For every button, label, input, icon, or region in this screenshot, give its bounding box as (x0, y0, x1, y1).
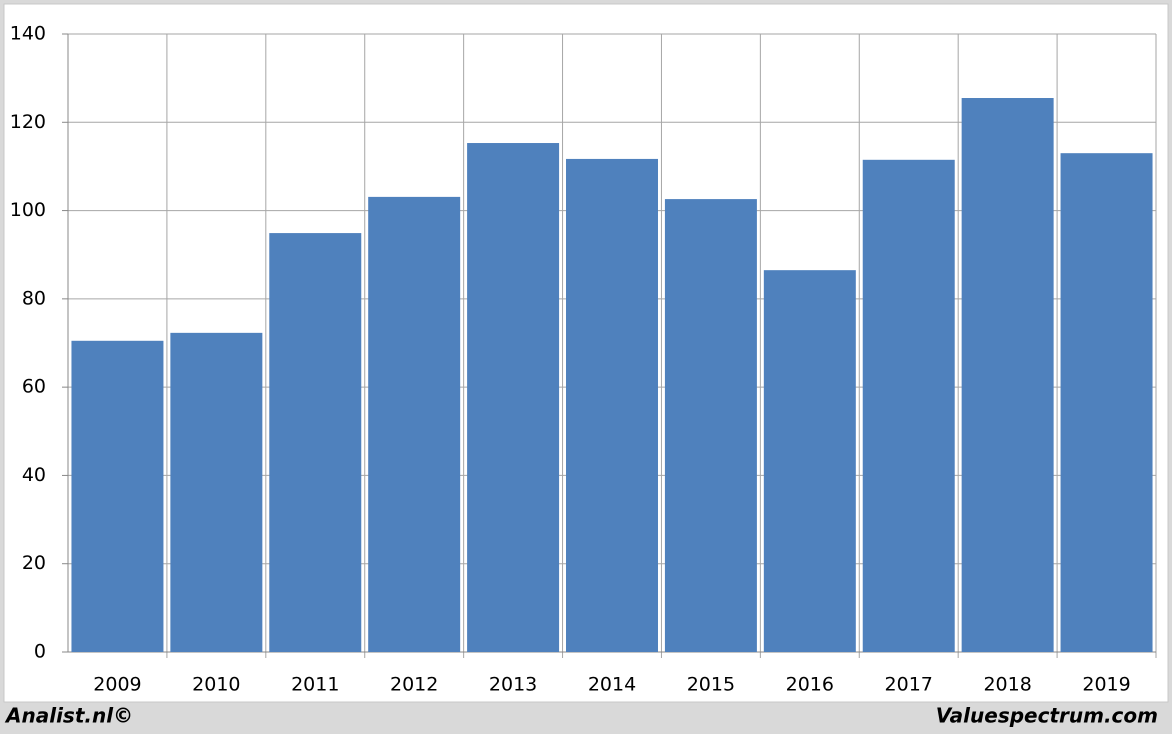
x-tick-label: 2019 (1082, 674, 1130, 696)
bar (467, 143, 560, 653)
x-tick-label: 2015 (687, 674, 735, 696)
bar (961, 98, 1054, 652)
y-tick-label: 140 (10, 23, 46, 45)
y-tick-label: 40 (22, 464, 46, 486)
bar (664, 199, 757, 652)
source-left: Analist.nl© (4, 704, 133, 728)
y-tick-label: 20 (22, 552, 46, 574)
x-tick-label: 2011 (291, 674, 339, 696)
bar (763, 270, 856, 652)
bar (170, 332, 263, 652)
x-tick-label: 2014 (588, 674, 636, 696)
x-tick-label: 2016 (786, 674, 834, 696)
bar (368, 196, 461, 652)
bar (566, 158, 658, 652)
x-tick-label: 2010 (192, 674, 240, 696)
x-tick-label: 2009 (93, 674, 141, 696)
x-tick-label: 2013 (489, 674, 537, 696)
y-tick-label: 80 (22, 287, 46, 309)
x-tick-label: 2012 (390, 674, 438, 696)
y-tick-label: 0 (34, 641, 46, 663)
x-tick-label: 2017 (885, 674, 933, 696)
bar (1060, 153, 1153, 652)
y-tick-label: 120 (10, 111, 46, 133)
y-tick-label: 100 (10, 199, 46, 221)
x-tick-label: 2018 (983, 674, 1031, 696)
source-right: Valuespectrum.com (936, 704, 1158, 728)
bar (71, 340, 164, 652)
y-tick-label: 60 (22, 376, 46, 398)
bar (862, 159, 955, 653)
bar (269, 233, 362, 652)
